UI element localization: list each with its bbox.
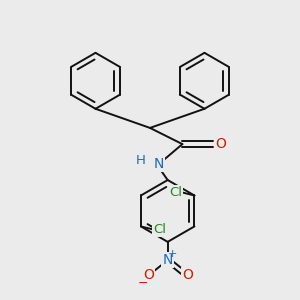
Text: O: O [215, 137, 226, 151]
Text: +: + [168, 249, 178, 259]
Text: O: O [182, 268, 193, 282]
Text: Cl: Cl [169, 186, 182, 199]
Text: O: O [143, 268, 154, 282]
Text: Cl: Cl [154, 223, 166, 236]
Text: −: − [137, 277, 148, 290]
Text: H: H [136, 154, 146, 166]
Text: N: N [163, 253, 173, 267]
Text: N: N [154, 157, 164, 171]
